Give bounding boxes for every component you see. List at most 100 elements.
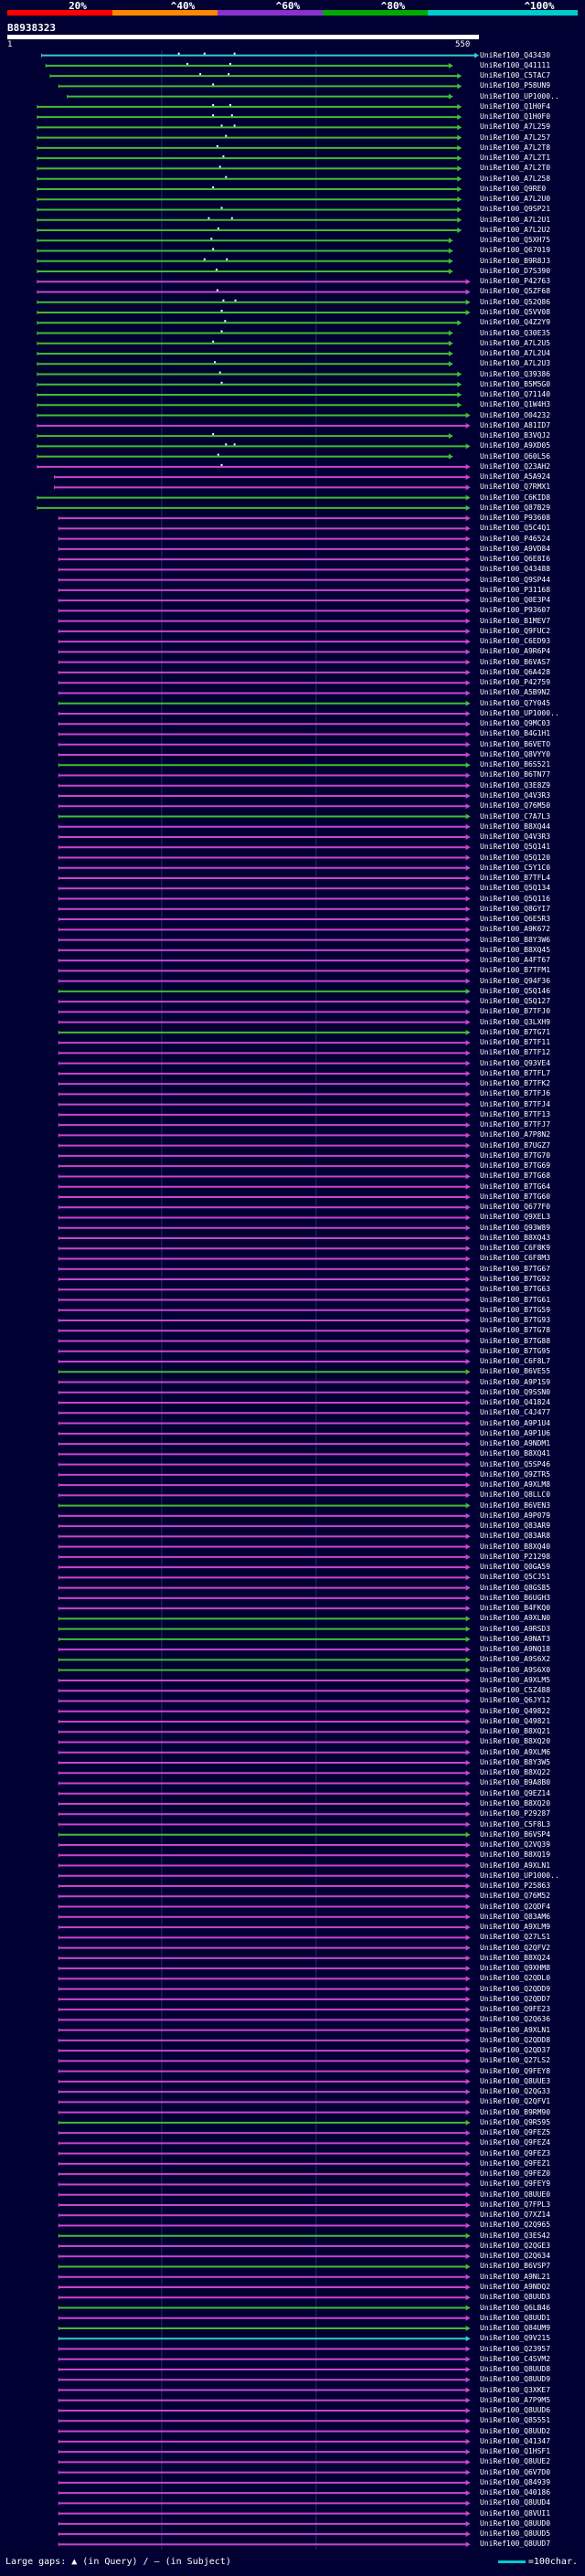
- hit-label[interactable]: UniRef100_Q43488: [480, 565, 551, 574]
- hit-label[interactable]: UniRef100_Q9FEY9: [480, 2179, 551, 2189]
- hit-label[interactable]: UniRef100_Q40186: [480, 2488, 551, 2497]
- hit-label[interactable]: UniRef100_A7L2U4: [480, 349, 551, 358]
- hit-label[interactable]: UniRef100_A7P8N2: [480, 1130, 551, 1140]
- hit-label[interactable]: UniRef100_B7TG68: [480, 1171, 551, 1181]
- hit-label[interactable]: UniRef100_P29287: [480, 1809, 551, 1818]
- hit-label[interactable]: UniRef100_UP1000..: [480, 91, 559, 101]
- hit-label[interactable]: UniRef100_Q2VQ39: [480, 1840, 551, 1850]
- hit-label[interactable]: UniRef100_Q85551: [480, 2416, 551, 2425]
- hit-label[interactable]: UniRef100_C6F8M3: [480, 1254, 551, 1263]
- hit-label[interactable]: UniRef100_Q43430: [480, 50, 551, 59]
- hit-label[interactable]: UniRef100_Q52Q86: [480, 297, 551, 306]
- hit-label[interactable]: UniRef100_Q5VV08: [480, 308, 551, 316]
- hit-label[interactable]: UniRef100_Q6E5R3: [480, 915, 551, 924]
- hit-label[interactable]: UniRef100_Q677F0: [480, 1203, 551, 1212]
- hit-label[interactable]: UniRef100_B7TG93: [480, 1316, 551, 1324]
- hit-label[interactable]: UniRef100_Q6A428: [480, 667, 551, 676]
- hit-label[interactable]: UniRef100_UP1000..: [480, 708, 559, 717]
- hit-label[interactable]: UniRef100_A9NAT3: [480, 1634, 551, 1643]
- hit-label[interactable]: UniRef100_B7TFJ4: [480, 1099, 551, 1108]
- hit-label[interactable]: UniRef100_Q2QFV1: [480, 2097, 551, 2106]
- hit-label[interactable]: UniRef100_A9XLM8: [480, 1480, 551, 1489]
- hit-label[interactable]: UniRef100_Q2QD37: [480, 2046, 551, 2055]
- hit-label[interactable]: UniRef100_Q2QDD9: [480, 1984, 551, 1993]
- hit-label[interactable]: UniRef100_B7TF12: [480, 1048, 551, 1057]
- hit-label[interactable]: UniRef100_A9P1U4: [480, 1418, 551, 1427]
- hit-label[interactable]: UniRef100_A9P1U6: [480, 1428, 551, 1437]
- hit-label[interactable]: UniRef100_A7L2U0: [480, 195, 551, 204]
- hit-label[interactable]: UniRef100_B7TG64: [480, 1182, 551, 1191]
- hit-label[interactable]: UniRef100_Q5Q116: [480, 894, 551, 903]
- hit-label[interactable]: UniRef100_Q6JY12: [480, 1696, 551, 1705]
- hit-label[interactable]: UniRef100_Q8UUD3: [480, 2293, 551, 2302]
- hit-label[interactable]: UniRef100_P31168: [480, 585, 551, 594]
- hit-label[interactable]: UniRef100_Q2QDL0: [480, 1974, 551, 1983]
- hit-label[interactable]: UniRef100_A5A924: [480, 472, 551, 482]
- hit-label[interactable]: UniRef100_A7L2U1: [480, 215, 551, 224]
- hit-label[interactable]: UniRef100_C4SVM2: [480, 2354, 551, 2363]
- hit-label[interactable]: UniRef100_P46524: [480, 534, 551, 543]
- hit-label[interactable]: UniRef100_Q0GA59: [480, 1563, 551, 1572]
- hit-label[interactable]: UniRef100_B7TFJ7: [480, 1120, 551, 1129]
- hit-label[interactable]: UniRef100_B7TF11: [480, 1038, 551, 1047]
- hit-label[interactable]: UniRef100_Q2Q634: [480, 2252, 551, 2261]
- hit-label[interactable]: UniRef100_B7TFK2: [480, 1079, 551, 1088]
- hit-label[interactable]: UniRef100_A7L257: [480, 133, 551, 142]
- hit-label[interactable]: UniRef100_B7TF13: [480, 1109, 551, 1118]
- hit-label[interactable]: UniRef100_Q9FEZ3: [480, 2148, 551, 2157]
- hit-label[interactable]: UniRef100_Q41347: [480, 2436, 551, 2445]
- hit-label[interactable]: UniRef100_A9NDM1: [480, 1439, 551, 1448]
- hit-label[interactable]: UniRef100_Q30E35: [480, 328, 551, 337]
- hit-label[interactable]: UniRef100_A9NDQ2: [480, 2282, 551, 2291]
- hit-label[interactable]: UniRef100_Q23957: [480, 2344, 551, 2353]
- hit-label[interactable]: UniRef100_B8XQ40: [480, 1542, 551, 1551]
- hit-label[interactable]: UniRef100_A9XLN1: [480, 2025, 551, 2034]
- hit-label[interactable]: UniRef100_Q2QGE3: [480, 2241, 551, 2250]
- hit-label[interactable]: UniRef100_P93608: [480, 514, 551, 523]
- hit-label[interactable]: UniRef100_Q39386: [480, 369, 551, 378]
- hit-label[interactable]: UniRef100_B7TG67: [480, 1264, 551, 1273]
- hit-label[interactable]: UniRef100_Q7XZ14: [480, 2210, 551, 2220]
- hit-label[interactable]: UniRef100_Q9FEZ0: [480, 2169, 551, 2178]
- hit-label[interactable]: UniRef100_A7L2T0: [480, 164, 551, 173]
- hit-label[interactable]: UniRef100_Q8UUE3: [480, 2076, 551, 2085]
- hit-label[interactable]: UniRef100_Q5Q134: [480, 884, 551, 893]
- hit-label[interactable]: UniRef100_B1MEV7: [480, 616, 551, 625]
- hit-label[interactable]: UniRef100_B8XQ21: [480, 1727, 551, 1736]
- hit-label[interactable]: UniRef100_B7TG71: [480, 1027, 551, 1036]
- hit-label[interactable]: UniRef100_B7TFL4: [480, 874, 551, 883]
- hit-label[interactable]: UniRef100_P58UN9: [480, 81, 551, 90]
- hit-label[interactable]: UniRef100_A7L2U5: [480, 338, 551, 347]
- hit-label[interactable]: UniRef100_Q3ES42: [480, 2231, 551, 2240]
- hit-label[interactable]: UniRef100_Q8GYI7: [480, 904, 551, 913]
- hit-label[interactable]: UniRef100_A4FT67: [480, 956, 551, 965]
- hit-label[interactable]: UniRef100_Q9FEZ1: [480, 2158, 551, 2168]
- hit-label[interactable]: UniRef100_Q5ZF68: [480, 287, 551, 296]
- hit-label[interactable]: UniRef100_B7TFL7: [480, 1068, 551, 1077]
- hit-label[interactable]: UniRef100_B8XQ20: [480, 1799, 551, 1807]
- hit-label[interactable]: UniRef100_Q2QDF4: [480, 1902, 551, 1911]
- hit-label[interactable]: UniRef100_B9R8J3: [480, 256, 551, 265]
- hit-label[interactable]: UniRef100_B7TFJ6: [480, 1089, 551, 1098]
- hit-label[interactable]: UniRef100_A9VD84: [480, 544, 551, 553]
- hit-label[interactable]: UniRef100_Q9SSN0: [480, 1387, 551, 1396]
- hit-label[interactable]: UniRef100_Q71140: [480, 390, 551, 399]
- hit-label[interactable]: UniRef100_Q5Q146: [480, 986, 551, 995]
- hit-label[interactable]: UniRef100_Q2QDD8: [480, 2035, 551, 2044]
- hit-label[interactable]: UniRef100_A7L259: [480, 122, 551, 132]
- hit-label[interactable]: UniRef100_B9RM90: [480, 2107, 551, 2116]
- hit-label[interactable]: UniRef100_C4J477: [480, 1408, 551, 1417]
- hit-label[interactable]: UniRef100_Q2Q636: [480, 2015, 551, 2024]
- hit-label[interactable]: UniRef100_Q0E3P4: [480, 596, 551, 605]
- hit-label[interactable]: UniRef100_Q8UUD6: [480, 2406, 551, 2415]
- hit-label[interactable]: UniRef100_Q3XKE7: [480, 2385, 551, 2394]
- hit-label[interactable]: UniRef100_B7TG95: [480, 1346, 551, 1355]
- hit-label[interactable]: UniRef100_C5TAC7: [480, 71, 551, 80]
- hit-label[interactable]: UniRef100_A81ID7: [480, 420, 551, 429]
- hit-label[interactable]: UniRef100_B7TG59: [480, 1305, 551, 1314]
- hit-label[interactable]: UniRef100_O04232: [480, 410, 551, 419]
- hit-label[interactable]: UniRef100_Q4V3R3: [480, 832, 551, 842]
- hit-label[interactable]: UniRef100_Q1W4H3: [480, 400, 551, 409]
- hit-label[interactable]: UniRef100_Q7FPL3: [480, 2200, 551, 2209]
- hit-label[interactable]: UniRef100_D7S390: [480, 266, 551, 275]
